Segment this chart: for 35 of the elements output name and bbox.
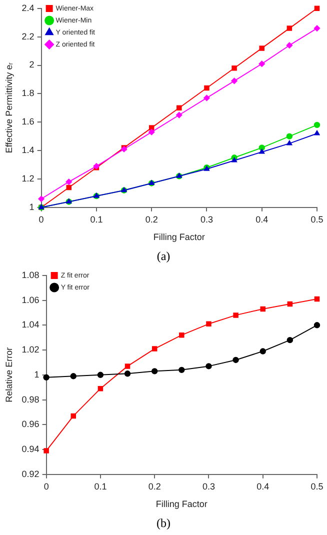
x-tick-label: 0 [38, 214, 44, 224]
text: (b) [156, 515, 172, 532]
y-tick-label: 2.4 [22, 2, 34, 13]
y-tick-label: 2 [29, 60, 34, 70]
x-tick-label: 0.5 [310, 214, 324, 224]
x-tick-label: 0.2 [148, 481, 161, 492]
y-tick-label: 1.6 [22, 116, 34, 127]
y-tick-label: 0.94 [22, 444, 40, 454]
y-axis-title: Relative Error [4, 347, 14, 402]
y-tick-label: 1.02 [22, 344, 40, 355]
y-tick-label: 2.2 [22, 31, 34, 42]
x-tick-label: 0.3 [202, 481, 215, 492]
y-tick-label: 1.04 [22, 320, 40, 330]
y-tick-label: 1.08 [22, 270, 40, 280]
x-tick-label: 0.4 [256, 481, 270, 492]
x-axis-title: Filling Factor [153, 232, 205, 242]
y-tick-label: 0.96 [22, 419, 40, 430]
x-tick-label: 0.3 [200, 214, 213, 224]
text: (a) [156, 248, 172, 265]
x-tick-label: 0 [44, 481, 49, 492]
y-tick-label: 1 [34, 369, 40, 380]
y-tick-label: 1.2 [22, 173, 34, 184]
x-tick-label: 0.2 [145, 214, 158, 224]
x-tick-label: 0.1 [90, 214, 103, 224]
y-tick-label: 1.06 [22, 294, 40, 305]
y-tick-label: 0.98 [22, 394, 40, 404]
x-tick-label: 0.1 [94, 481, 107, 492]
x-tick-label: 0.5 [310, 481, 324, 492]
y-axis-title: Effective Permittivity eᵣ [4, 62, 14, 154]
y-tick-label: 0.92 [22, 468, 40, 479]
y-tick-label: 1.8 [22, 88, 34, 98]
x-tick-label: 0.4 [256, 214, 268, 224]
y-tick-label: 1 [29, 202, 34, 212]
x-axis-title: Filling Factor [156, 499, 208, 510]
y-tick-label: 1.4 [22, 145, 34, 156]
